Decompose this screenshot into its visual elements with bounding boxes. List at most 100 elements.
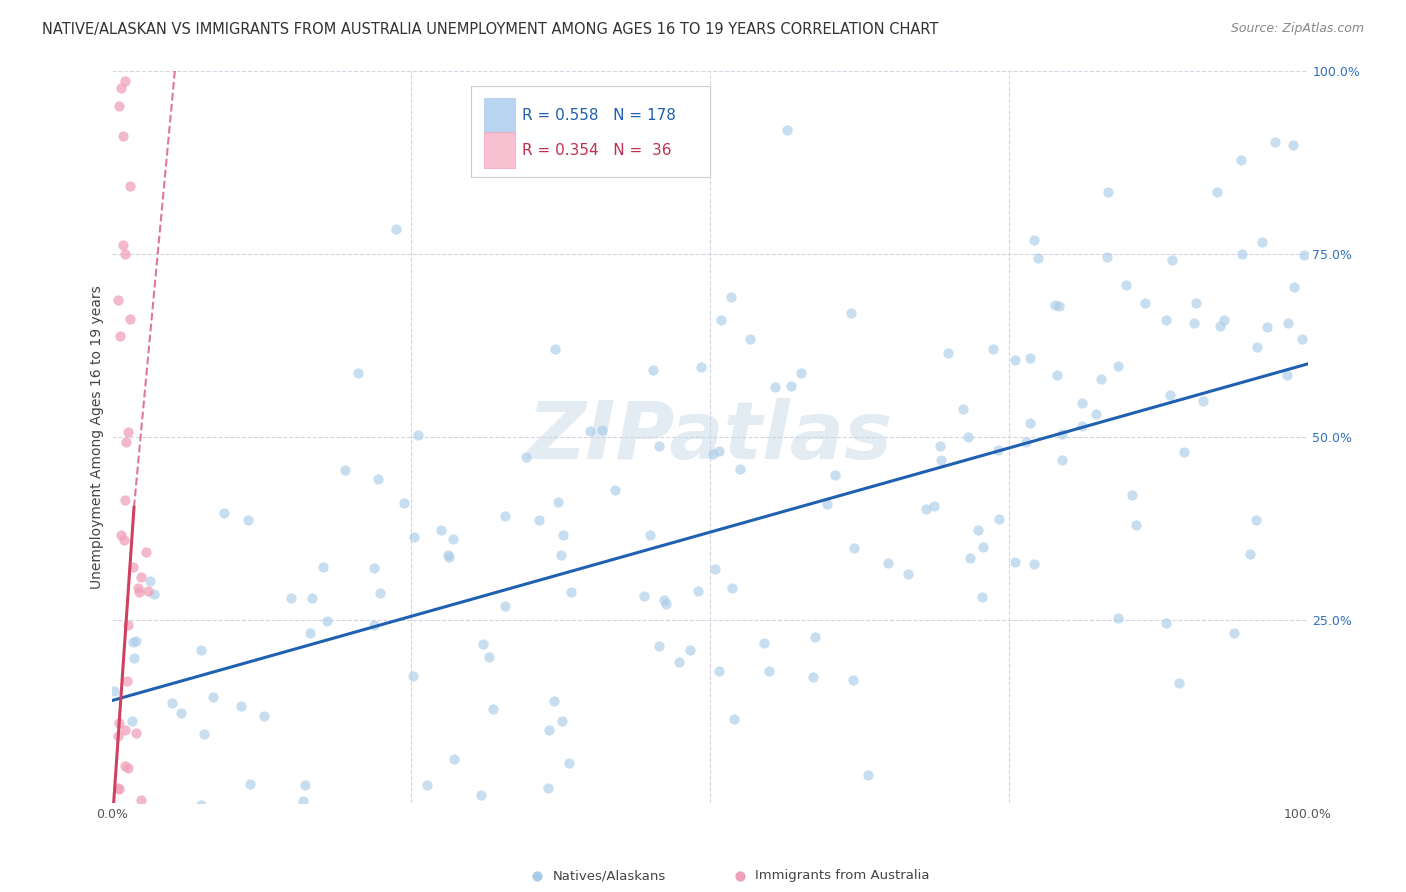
- Point: [107, 780, 129, 795]
- Point: [710, 313, 733, 327]
- Point: [193, 727, 215, 741]
- Point: [253, 708, 276, 723]
- Point: [212, 507, 235, 521]
- Point: [1115, 277, 1137, 292]
- Point: [190, 643, 212, 657]
- Text: Source: ZipAtlas.com: Source: ZipAtlas.com: [1230, 22, 1364, 36]
- Point: [131, 792, 153, 806]
- Point: [117, 618, 139, 632]
- Point: [430, 523, 453, 537]
- Point: [1277, 316, 1299, 330]
- Point: [108, 328, 131, 343]
- Point: [1026, 251, 1049, 265]
- Text: Immigrants from Australia: Immigrants from Australia: [755, 870, 929, 882]
- Point: [515, 450, 537, 465]
- Point: [516, 803, 538, 817]
- Point: [117, 425, 139, 439]
- Point: [529, 513, 551, 527]
- Point: [537, 781, 560, 796]
- Point: [363, 561, 385, 575]
- Point: [1182, 316, 1205, 330]
- Point: [638, 528, 661, 542]
- Point: [984, 847, 1007, 862]
- Point: [643, 363, 665, 377]
- Point: [1043, 298, 1066, 312]
- Y-axis label: Unemployment Among Ages 16 to 19 years: Unemployment Among Ages 16 to 19 years: [90, 285, 104, 589]
- Point: [112, 867, 135, 881]
- Point: [922, 499, 945, 513]
- Point: [107, 729, 129, 743]
- Point: [478, 650, 501, 665]
- Point: [839, 305, 862, 319]
- Point: [550, 714, 572, 729]
- Point: [160, 696, 183, 710]
- Point: [1161, 252, 1184, 267]
- Point: [1071, 396, 1094, 410]
- Point: [111, 128, 134, 143]
- Point: [482, 702, 505, 716]
- Point: [679, 643, 702, 657]
- Point: [494, 599, 516, 613]
- Point: [236, 513, 259, 527]
- Point: [1284, 280, 1306, 294]
- Point: [1018, 416, 1040, 430]
- Point: [443, 751, 465, 765]
- Point: [316, 614, 339, 628]
- Point: [929, 452, 952, 467]
- Point: [1107, 611, 1129, 625]
- Point: [1154, 313, 1177, 327]
- Point: [124, 651, 146, 665]
- Point: [988, 512, 1011, 526]
- Point: [1045, 368, 1067, 383]
- Point: [1264, 135, 1286, 149]
- Point: [156, 856, 179, 871]
- Point: [103, 684, 125, 698]
- Point: [1206, 185, 1229, 199]
- Point: [128, 584, 150, 599]
- Point: [952, 401, 974, 416]
- Point: [728, 462, 751, 476]
- Point: [801, 670, 824, 684]
- Point: [1291, 332, 1313, 346]
- Point: [107, 293, 129, 307]
- Point: [1097, 186, 1119, 200]
- Point: [108, 715, 131, 730]
- Point: [120, 178, 142, 193]
- Point: [298, 626, 321, 640]
- Point: [839, 859, 862, 873]
- Point: [115, 673, 138, 688]
- Point: [690, 360, 713, 375]
- Point: [1230, 153, 1253, 167]
- FancyBboxPatch shape: [484, 98, 515, 134]
- Point: [1095, 250, 1118, 264]
- Point: [117, 761, 139, 775]
- Point: [1107, 359, 1129, 374]
- Point: [790, 366, 813, 380]
- Text: Natives/Alaskans: Natives/Alaskans: [553, 870, 665, 882]
- Point: [363, 618, 385, 632]
- Point: [114, 247, 136, 261]
- Point: [1192, 393, 1215, 408]
- Point: [707, 444, 730, 458]
- Point: [1125, 518, 1147, 533]
- FancyBboxPatch shape: [471, 86, 710, 178]
- Point: [1281, 138, 1303, 153]
- Point: [824, 467, 846, 482]
- Point: [1212, 313, 1234, 327]
- Point: [402, 669, 425, 683]
- Point: [125, 726, 148, 740]
- Point: [436, 548, 458, 562]
- Point: [591, 424, 613, 438]
- Point: [287, 826, 309, 840]
- Point: [579, 424, 602, 438]
- Point: [758, 664, 780, 678]
- Point: [131, 570, 153, 584]
- Point: [1047, 299, 1070, 313]
- Point: [648, 639, 671, 653]
- Point: [537, 723, 560, 737]
- Point: [1168, 675, 1191, 690]
- Point: [114, 74, 136, 88]
- Point: [170, 706, 193, 720]
- Point: [1133, 296, 1156, 310]
- Point: [550, 549, 572, 563]
